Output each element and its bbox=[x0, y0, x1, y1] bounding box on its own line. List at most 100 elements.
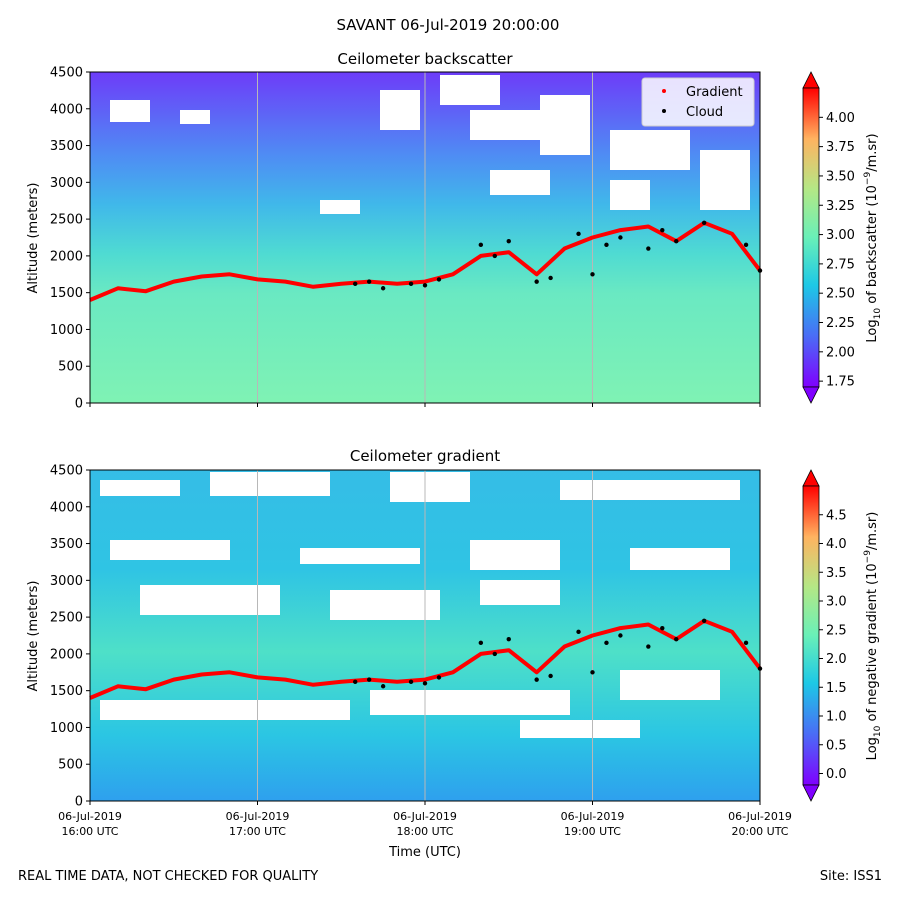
colorbar-tick-label: 2.00 bbox=[826, 345, 855, 360]
cloud-point bbox=[548, 673, 553, 679]
y-tick-label: 0 bbox=[75, 397, 83, 412]
gradient-y-axis: 0 500 1000 1500 2000 2500 3000 3500 4000 4500 bbox=[50, 464, 90, 810]
y-tick-label: 0 bbox=[75, 795, 83, 810]
colorbar-tick-label: 2.75 bbox=[826, 257, 855, 272]
colorbar-top-triangle bbox=[802, 469, 820, 487]
footer-site: Site: ISS1 bbox=[819, 869, 882, 884]
colorbar-tick-label: 1.5 bbox=[826, 681, 847, 696]
y-tick-label: 4000 bbox=[50, 102, 83, 117]
cloud-point bbox=[660, 227, 665, 233]
x-tick-label-date: 06-Jul-2019 bbox=[226, 810, 290, 823]
figure-title: SAVANT 06-Jul-2019 20:00:00 bbox=[337, 16, 560, 34]
cloud-point bbox=[743, 242, 749, 248]
colorbar-tick-label: 2.5 bbox=[826, 623, 847, 638]
cloud-point bbox=[660, 625, 665, 631]
y-tick-label: 3000 bbox=[50, 574, 83, 589]
backscatter-x-ticks bbox=[89, 403, 761, 407]
cloud-point bbox=[743, 640, 749, 646]
x-tick-label-date: 06-Jul-2019 bbox=[561, 810, 625, 823]
y-tick-label: 4500 bbox=[50, 66, 83, 81]
y-tick-label: 3000 bbox=[50, 176, 83, 191]
colorbar-tick-label: 2.50 bbox=[826, 287, 855, 302]
colorbar-tick-label: 3.0 bbox=[826, 595, 847, 610]
cloud-point bbox=[366, 677, 372, 682]
y-tick-label: 2500 bbox=[50, 213, 83, 228]
y-tick-label: 500 bbox=[58, 758, 83, 773]
colorbar-top-triangle bbox=[802, 71, 820, 89]
colorbar-tick-label: 2.0 bbox=[826, 652, 847, 667]
cloud-point bbox=[436, 277, 442, 282]
cloud-point bbox=[534, 677, 539, 682]
cloud-point bbox=[646, 644, 651, 649]
gradient-data-gaps bbox=[100, 472, 740, 738]
cloud-point bbox=[701, 220, 707, 225]
gradient-colorbar: 0.0 0.5 1.0 1.5 2.0 2.5 3.0 3.5 4.0 4.5 Log10 of … bbox=[802, 469, 883, 802]
colorbar-bottom-triangle bbox=[802, 386, 820, 404]
cloud-point bbox=[422, 283, 428, 288]
x-tick-label-time: 16:00 UTC bbox=[61, 825, 118, 838]
y-tick-label: 3500 bbox=[50, 139, 83, 154]
backscatter-gradient-series bbox=[89, 220, 762, 302]
cloud-point bbox=[674, 636, 679, 642]
y-tick-label: 1000 bbox=[50, 323, 83, 338]
legend-cloud-marker bbox=[662, 109, 666, 113]
backscatter-y-axis: 0 500 1000 1500 2000 2500 3000 3500 4000 4500 bbox=[50, 66, 90, 412]
y-tick-label: 4500 bbox=[50, 464, 83, 479]
cloud-point bbox=[408, 281, 414, 287]
colorbar-bar bbox=[802, 87, 820, 388]
backscatter-colorbar-label: Log10 of backscatter (10−9/m.sr) bbox=[863, 133, 883, 342]
backscatter-data-gaps bbox=[110, 75, 750, 214]
cloud-point bbox=[380, 684, 386, 689]
y-tick-label: 3500 bbox=[50, 537, 83, 552]
colorbar-tick-label: 4.00 bbox=[826, 111, 855, 126]
cloud-point bbox=[492, 651, 497, 657]
cloud-point bbox=[534, 279, 539, 284]
y-tick-label: 2000 bbox=[50, 647, 83, 662]
colorbar-bar bbox=[802, 485, 820, 786]
y-tick-label: 500 bbox=[58, 360, 83, 375]
colorbar-tick-label: 2.25 bbox=[826, 316, 855, 331]
y-tick-label: 1500 bbox=[50, 286, 83, 301]
backscatter-ylabel: Altitude (meters) bbox=[26, 183, 41, 294]
x-tick-label-time: 20:00 UTC bbox=[731, 825, 788, 838]
cloud-point bbox=[590, 272, 595, 277]
gradient-colorbar-label: Log10 of negative gradient (10−9/m.sr) bbox=[863, 512, 883, 761]
colorbar-tick-label: 4.5 bbox=[826, 508, 847, 523]
x-tick-label-date: 06-Jul-2019 bbox=[58, 810, 122, 823]
cloud-point bbox=[604, 640, 609, 646]
backscatter-cloud-series bbox=[353, 220, 763, 291]
colorbar-tick-label: 0.5 bbox=[826, 738, 847, 753]
x-tick-label-date: 06-Jul-2019 bbox=[728, 810, 792, 823]
colorbar-tick-label: 3.5 bbox=[826, 566, 847, 581]
colorbar-tick-label: 3.00 bbox=[826, 228, 855, 243]
backscatter-title: Ceilometer backscatter bbox=[337, 50, 513, 68]
cloud-point bbox=[492, 253, 497, 259]
gradient-xlabel: Time (UTC) bbox=[388, 845, 461, 860]
cloud-point bbox=[618, 633, 623, 638]
legend-gradient-label: Gradient bbox=[686, 85, 743, 100]
footer-disclaimer: REAL TIME DATA, NOT CHECKED FOR QUALITY bbox=[18, 869, 319, 884]
cloud-point bbox=[353, 281, 358, 287]
cloud-point bbox=[478, 242, 484, 248]
colorbar-tick-label: 4.0 bbox=[826, 537, 847, 552]
cloud-point bbox=[590, 670, 595, 675]
backscatter-panel: Ceilometer backscatter 0 500 1000 1500 2000 2… bbox=[26, 50, 883, 412]
cloud-point bbox=[408, 679, 414, 685]
cloud-point bbox=[618, 235, 623, 240]
cloud-point bbox=[604, 242, 609, 248]
gradient-gradient-series bbox=[89, 618, 762, 700]
colorbar-tick-label: 3.25 bbox=[826, 199, 855, 214]
cloud-point bbox=[478, 640, 484, 646]
y-tick-label: 2500 bbox=[50, 611, 83, 626]
y-tick-label: 1000 bbox=[50, 721, 83, 736]
x-tick-label-time: 17:00 UTC bbox=[229, 825, 286, 838]
gradient-x-axis: 06-Jul-2019 16:00 UTC 06-Jul-2019 17:00 UTC… bbox=[58, 801, 792, 838]
gradient-title: Ceilometer gradient bbox=[350, 447, 500, 465]
legend-cloud-label: Cloud bbox=[686, 105, 723, 120]
cloud-point bbox=[353, 679, 358, 685]
cloud-point bbox=[422, 681, 428, 686]
cloud-point bbox=[366, 279, 372, 284]
colorbar-tick-label: 1.75 bbox=[826, 375, 855, 390]
